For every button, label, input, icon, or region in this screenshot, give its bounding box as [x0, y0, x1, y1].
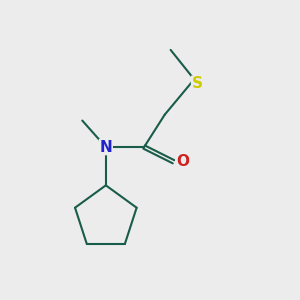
Text: O: O	[176, 154, 189, 169]
Text: N: N	[100, 140, 112, 154]
Text: S: S	[192, 76, 203, 91]
